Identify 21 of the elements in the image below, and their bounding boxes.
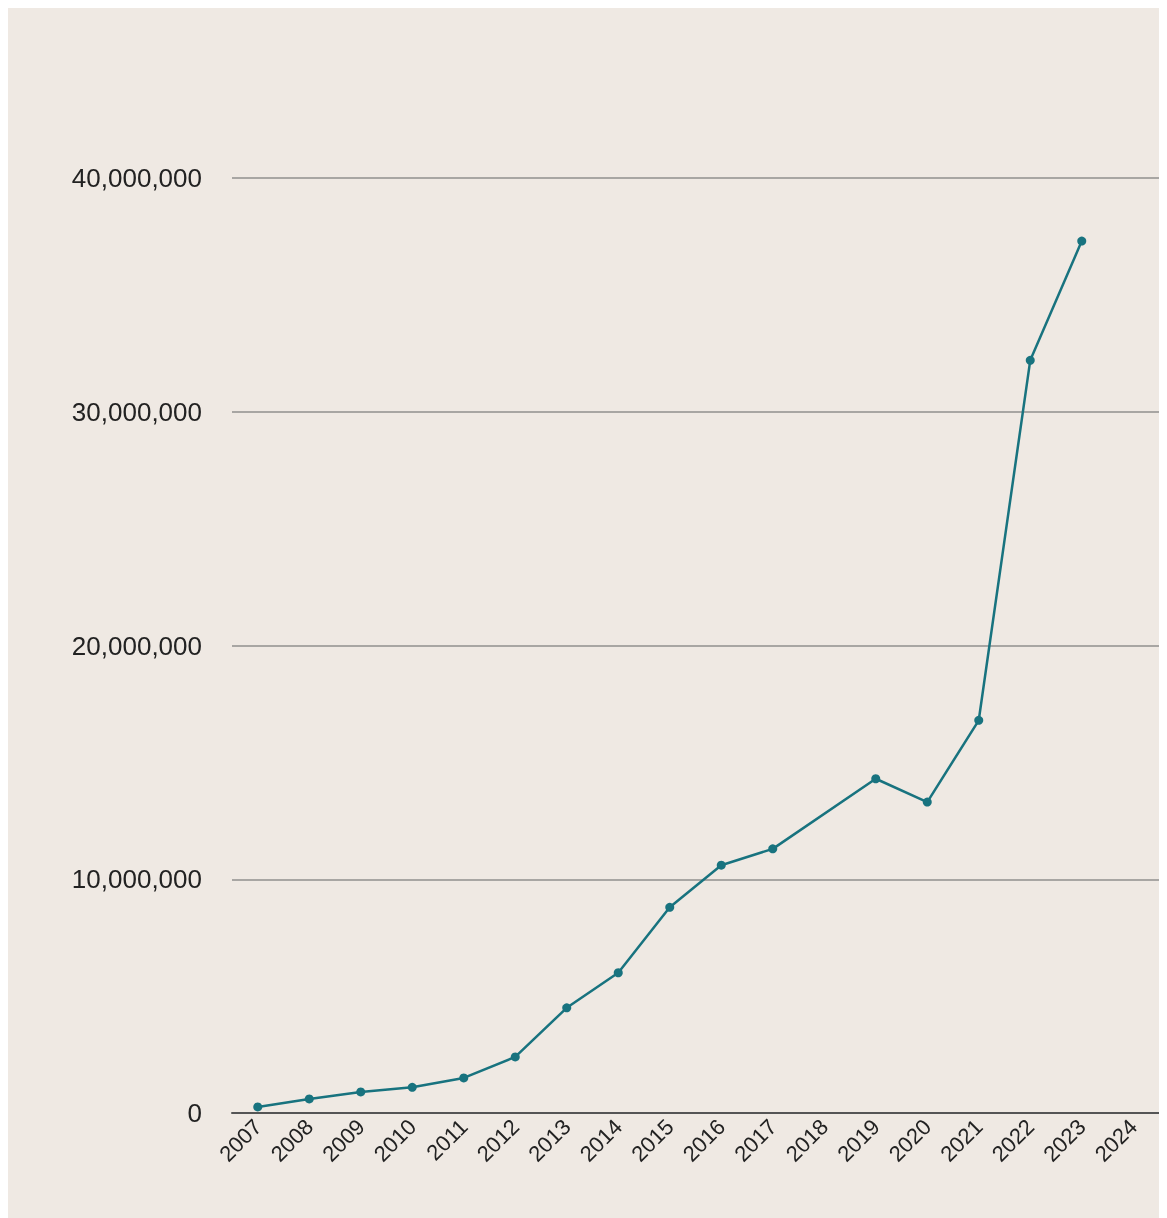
point [407,1082,417,1092]
point [922,797,932,807]
point [716,860,726,870]
point [304,1094,314,1104]
y-tick-label: 20,000,000 [71,630,202,661]
y-tick-label: 40,000,000 [71,163,202,193]
point [974,715,984,725]
y-tick-label: 30,000,000 [71,396,202,427]
point [871,774,881,784]
y-tick-label: 10,000,000 [71,864,202,895]
point [1077,236,1087,246]
point [1025,355,1035,365]
point [665,902,675,912]
point [253,1102,263,1112]
y-tick-label: 0 [187,1098,202,1128]
point [356,1087,366,1097]
point [562,1003,572,1013]
point [459,1073,469,1083]
point [510,1052,520,1062]
point [768,844,778,854]
point [613,968,623,978]
